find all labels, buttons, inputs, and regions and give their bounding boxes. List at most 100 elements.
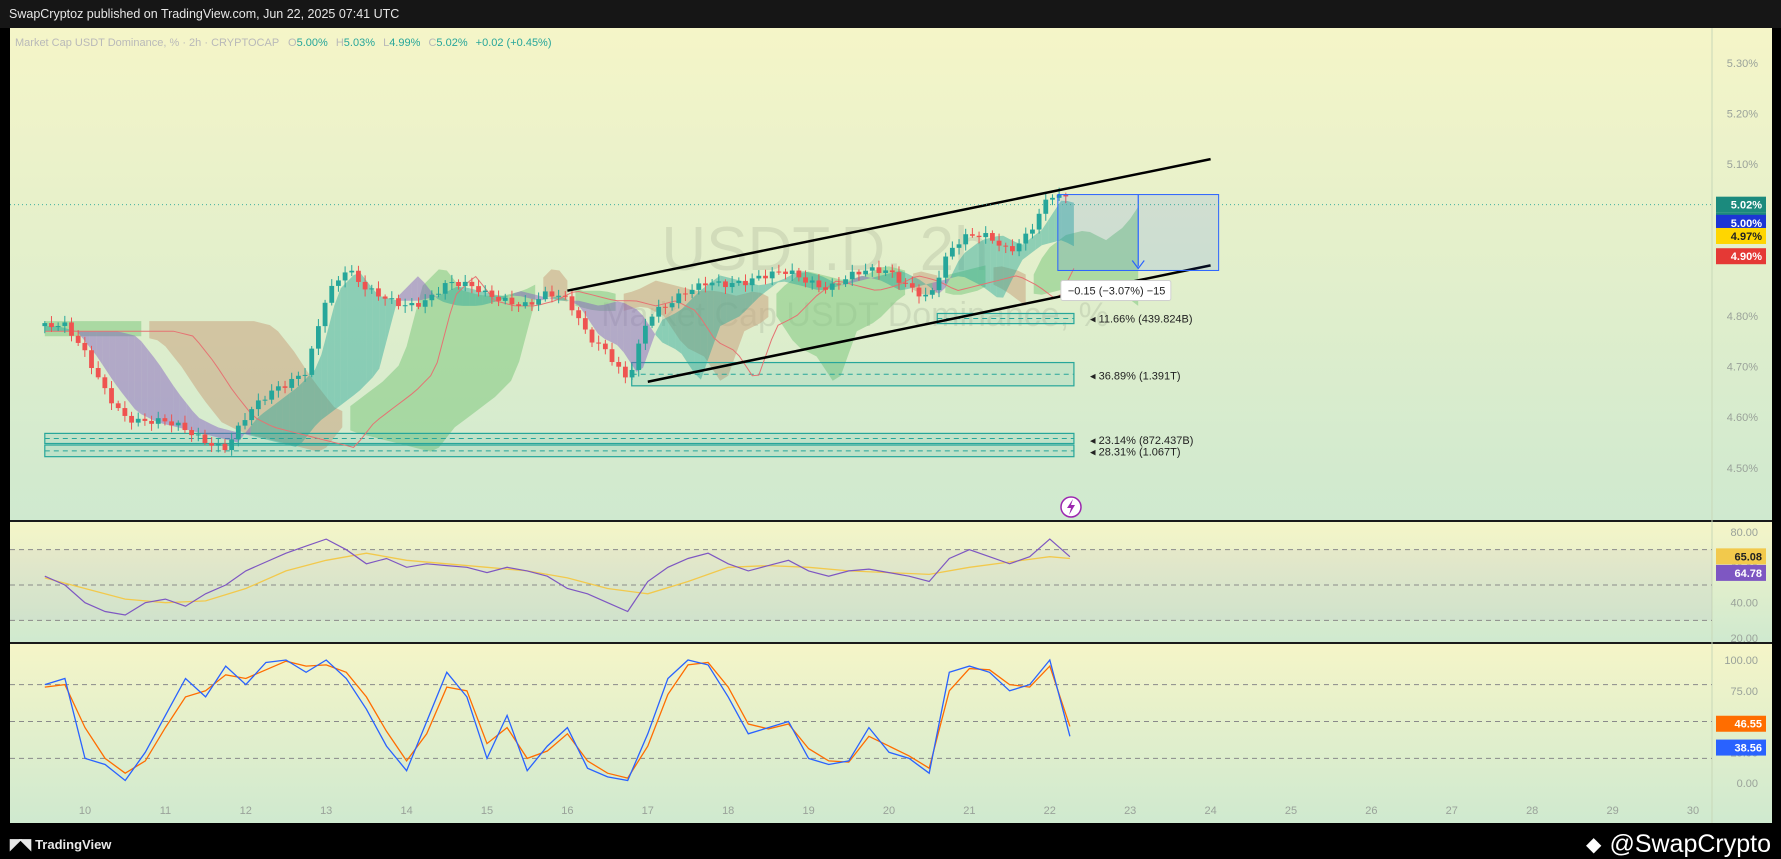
ribbon-slice <box>745 282 753 311</box>
ribbon-slice <box>604 303 611 342</box>
ribbon-slice <box>173 385 180 428</box>
candle-body <box>316 326 321 349</box>
candle-body <box>663 306 668 308</box>
ichimoku-cloud-segment <box>149 321 343 452</box>
candle-body <box>743 280 748 286</box>
ribbon-slice <box>327 305 335 415</box>
stoch-d-label: 46.55 <box>1734 719 1762 731</box>
candle-body <box>562 295 568 297</box>
candle-body <box>1010 246 1015 252</box>
candles-layer <box>42 187 1069 456</box>
ribbon-slice <box>379 296 386 369</box>
stoch-layer <box>10 658 1712 782</box>
candle-body <box>556 295 562 297</box>
time-axis-tick: 30 <box>1687 805 1699 817</box>
ribbon-slice <box>96 331 103 365</box>
stoch-axis-tick: 0.00 <box>1737 778 1758 790</box>
candle-body <box>402 305 408 307</box>
rsi-value-label: 64.78 <box>1734 568 1762 580</box>
ribbon-slice <box>1048 210 1055 244</box>
candle-body <box>696 283 702 290</box>
candle-body <box>509 297 515 305</box>
candle-body <box>235 425 241 440</box>
ribbon-slice <box>707 280 714 362</box>
stoch-k-label-bg <box>1716 739 1766 756</box>
price-label-yellow: 4.97% <box>1731 231 1762 243</box>
candle-body <box>1023 233 1029 244</box>
price-axis-tick: 4.70% <box>1727 362 1758 374</box>
candle-body <box>282 386 288 388</box>
candle-body <box>289 378 295 388</box>
ribbon-slice <box>205 421 212 436</box>
time-axis-tick: 21 <box>963 805 975 817</box>
rsi-ma-line <box>44 552 1070 604</box>
candle-body <box>229 439 235 451</box>
time-axis-tick: 26 <box>1365 805 1377 817</box>
candle-body <box>609 349 615 363</box>
ribbon-slice <box>913 276 920 288</box>
ribbon-slice <box>128 334 135 410</box>
ribbon-slice <box>996 235 1004 298</box>
time-axis-tick: 22 <box>1044 805 1056 817</box>
ribbon-slice <box>141 341 148 418</box>
time-axis-tick: 10 <box>79 805 91 817</box>
ribbon-slice <box>366 280 373 384</box>
ribbon-slice <box>726 277 733 323</box>
ribbon-slice <box>269 403 277 443</box>
tradingview-logo[interactable]: ◤◥ TradingView <box>10 835 111 853</box>
candle-body <box>389 298 395 300</box>
rsi-axis-tick: 20.00 <box>1730 633 1758 645</box>
ribbon-slice <box>623 302 631 363</box>
candle-body <box>376 288 381 297</box>
candle-body <box>142 418 148 421</box>
price-axis-tick: 5.30% <box>1727 58 1758 70</box>
ribbon-slice <box>398 289 405 301</box>
zone-label: ◂ 23.14% (872.437B) <box>1090 435 1193 447</box>
slow-ma-line <box>44 268 1075 448</box>
time-axis-tick: 23 <box>1124 805 1136 817</box>
ribbon-slice <box>733 278 740 320</box>
candle-body <box>863 270 869 275</box>
candle-body <box>883 270 889 273</box>
ribbon-slice <box>565 299 573 303</box>
candle-body <box>129 415 134 423</box>
candle-body <box>249 409 255 421</box>
ribbon-slice <box>681 302 688 364</box>
candle-body <box>89 350 94 369</box>
candle-body <box>469 281 475 287</box>
measure-label-box <box>1060 279 1172 301</box>
candle-body <box>1050 197 1055 200</box>
ribbon-slice <box>462 286 470 306</box>
lightning-icon[interactable] <box>1060 496 1082 518</box>
candle-body <box>342 272 348 281</box>
candle-body <box>816 280 822 288</box>
ribbon-slice <box>64 327 71 332</box>
candle-body <box>676 293 682 304</box>
candle-body <box>195 434 201 436</box>
ribbon-slice <box>147 349 155 421</box>
ribbon-slice <box>405 282 412 301</box>
ribbon-slice <box>694 290 701 380</box>
ribbon-slice <box>951 261 959 278</box>
time-axis-tick: 15 <box>481 805 493 817</box>
ribbon-slice <box>224 429 232 441</box>
ribbon-slice <box>926 282 933 290</box>
ribbon-slice <box>578 300 586 315</box>
ribbon-slice <box>784 275 791 284</box>
candle-body <box>42 323 48 327</box>
candle-body <box>1043 199 1049 214</box>
ribbon-slice <box>1041 220 1049 246</box>
time-axis-tick: 20 <box>883 805 895 817</box>
price-axis-tick: 5.20% <box>1727 109 1758 121</box>
stoch-rsi-pane[interactable] <box>10 644 1772 823</box>
candle-body <box>496 296 501 301</box>
candle-body <box>436 293 441 295</box>
candle-body <box>996 240 1002 246</box>
ribbon-slice <box>675 309 682 354</box>
ribbon-slice <box>276 398 283 444</box>
candle-body <box>95 368 101 378</box>
candle-body <box>242 420 248 426</box>
rsi-pane[interactable] <box>10 522 1772 642</box>
candle-body <box>269 390 275 400</box>
